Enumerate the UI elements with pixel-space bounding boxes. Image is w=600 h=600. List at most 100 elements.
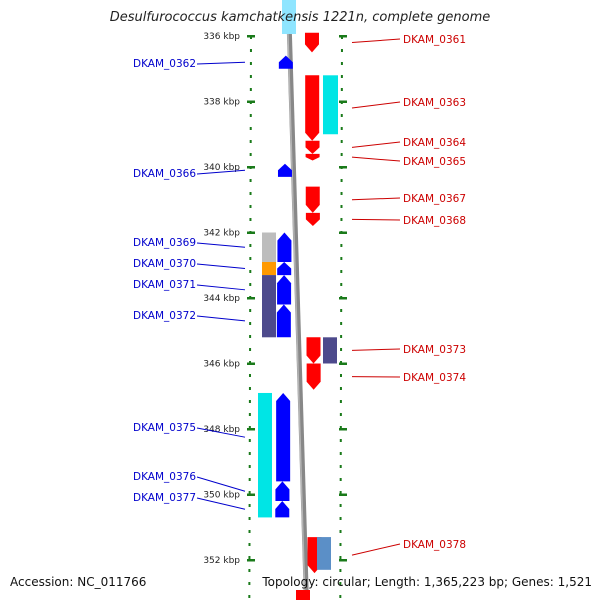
tick-rail-dot-right — [340, 140, 343, 143]
tick-rail-dot-right — [339, 478, 342, 481]
gene-arrow-dkam_0372 — [276, 304, 291, 338]
leader-line-dkam_0373 — [351, 348, 401, 351]
tick-rail-dot-left — [249, 244, 252, 247]
scale-tick-left — [247, 559, 255, 562]
gene-label-dkam_0376: DKAM_0376 — [133, 471, 196, 483]
gene-arrow-dkam_0369 — [277, 232, 292, 262]
tick-rail-dot-right — [339, 400, 342, 403]
scale-tick-right — [339, 493, 347, 496]
scale-label: 340 kbp — [203, 163, 240, 173]
gene-arrow-dkam_0362 — [278, 55, 293, 69]
tick-rail-dot-right — [340, 153, 343, 156]
leader-line-dkam_0366 — [196, 169, 246, 175]
tick-rail-dot-right — [340, 75, 343, 78]
gene-arrow-dkam_0365 — [305, 153, 320, 161]
gene-arrow-dkam_0361 — [304, 32, 319, 53]
leader-line-dkam_0377 — [196, 497, 246, 510]
scale-label: 348 kbp — [203, 425, 240, 435]
tick-rail-dot-left — [249, 192, 252, 195]
gene-label-dkam_0369: DKAM_0369 — [133, 237, 196, 249]
gene-arrow-dkam_0364 — [305, 140, 320, 154]
tick-rail-dot-left — [248, 387, 251, 390]
tick-rail-dot-right — [339, 582, 342, 585]
leader-line-dkam_0362 — [196, 61, 246, 65]
page-title: Desulfurococcus kamchatkensis 1221n, com… — [109, 10, 491, 25]
gene-label-dkam_0371: DKAM_0371 — [133, 279, 196, 291]
scale-tick-left — [247, 362, 255, 365]
leader-line-dkam_0367 — [351, 197, 401, 201]
tick-rail-dot-right — [339, 595, 342, 598]
gene-label-dkam_0375: DKAM_0375 — [133, 422, 196, 434]
scale-label: 350 kbp — [203, 491, 240, 501]
tick-rail-dot-left — [249, 322, 252, 325]
tick-rail-dot-right — [339, 556, 342, 559]
tick-rail-dot-left — [248, 530, 251, 533]
tick-rail-dot-right — [340, 192, 343, 195]
scale-tick-right — [339, 100, 347, 103]
tick-rail-dot-left — [249, 62, 252, 65]
tick-rail-dot-left — [249, 205, 252, 208]
leader-line-dkam_0378 — [351, 543, 401, 556]
leader-line-dkam_0365 — [351, 156, 401, 162]
gene-label-dkam_0362: DKAM_0362 — [133, 58, 196, 70]
genome-summary-text: Topology: circular; Length: 1,365,223 bp… — [262, 575, 592, 589]
gene-arrow-dkam_0368 — [305, 212, 320, 226]
scale-tick-right — [339, 166, 347, 169]
gene-label-dkam_0363: DKAM_0363 — [403, 97, 466, 109]
tick-rail-dot-right — [340, 348, 343, 351]
tick-rail-dot-left — [248, 439, 251, 442]
tick-rail-dot-left — [248, 374, 251, 377]
tick-rail-dot-right — [339, 530, 342, 533]
leader-line-dkam_0364 — [351, 141, 401, 148]
genome-backbone-highlight — [286, 0, 306, 600]
annotation-block-slate-left — [262, 275, 276, 338]
annotation-block-cyan-left — [258, 392, 272, 518]
tick-rail-dot-right — [339, 452, 342, 455]
tick-rail-dot-left — [248, 478, 251, 481]
gene-arrow-dkam_0363 — [305, 75, 320, 141]
scale-tick-right — [339, 428, 347, 431]
tick-rail-dot-left — [249, 88, 252, 91]
leader-line-dkam_0363 — [351, 101, 401, 109]
tick-rail-dot-right — [339, 387, 342, 390]
tick-rail-dot-left — [249, 283, 252, 286]
annotation-block-gray — [262, 232, 276, 262]
gene-label-dkam_0370: DKAM_0370 — [133, 258, 196, 270]
tick-rail-dot-right — [340, 218, 343, 221]
scale-tick-left — [247, 231, 255, 234]
gene-arrow-dkam_0373 — [306, 337, 321, 364]
gene-arrow-dkam_0374 — [306, 363, 321, 390]
scale-tick-left — [247, 166, 255, 169]
tick-rail-dot-right — [340, 179, 343, 182]
genome-backbone — [285, 0, 309, 600]
tick-rail-dot-right — [339, 426, 342, 429]
leader-line-dkam_0361 — [351, 38, 401, 44]
gene-arrow-dkam_0377 — [275, 501, 290, 518]
tick-rail-dot-left — [248, 543, 251, 546]
accession-text: Accession: NC_011766 — [10, 575, 147, 589]
tick-rail-dot-left — [249, 348, 252, 351]
scale-label: 346 kbp — [203, 360, 240, 370]
gene-label-dkam_0368: DKAM_0368 — [403, 215, 466, 227]
tick-rail-dot-right — [340, 205, 343, 208]
gene-arrow-dkam_0370 — [277, 261, 292, 276]
tick-rail-dot-right — [339, 374, 342, 377]
tick-rail-dot-left — [248, 400, 251, 403]
tick-rail-dot-left — [248, 582, 251, 585]
tick-rail-dot-right — [340, 244, 343, 247]
tick-rail-dot-right — [340, 49, 343, 52]
tick-rail-dot-right — [340, 257, 343, 260]
scale-tick-right — [339, 231, 347, 234]
scale-tick-left — [247, 35, 255, 38]
tick-rail-dot-left — [248, 413, 251, 416]
tick-rail-dot-right — [340, 62, 343, 65]
annotation-block-steelblue — [317, 537, 331, 570]
tick-rail-dot-left — [249, 75, 252, 78]
annotation-block-slate — [323, 337, 337, 364]
tick-rail-dot-right — [339, 439, 342, 442]
scale-tick-left — [247, 297, 255, 300]
gene-arrow-dkam_0376 — [275, 481, 290, 502]
tick-rail-dot-left — [249, 179, 252, 182]
leader-line-dkam_0372 — [196, 315, 246, 322]
